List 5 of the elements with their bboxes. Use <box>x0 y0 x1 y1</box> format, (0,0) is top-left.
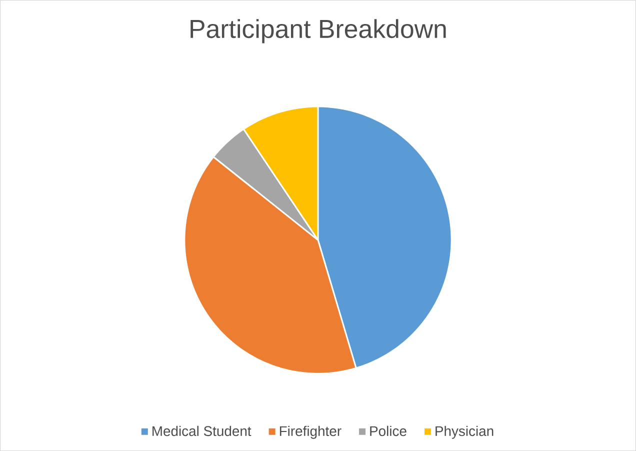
legend-label: Police <box>370 426 406 436</box>
legend-label: Medical Student <box>152 426 252 436</box>
legend-label: Firefighter <box>280 426 342 439</box>
legend-label: Physician <box>436 426 494 439</box>
chart-title: Participant Breakdown <box>190 19 446 44</box>
